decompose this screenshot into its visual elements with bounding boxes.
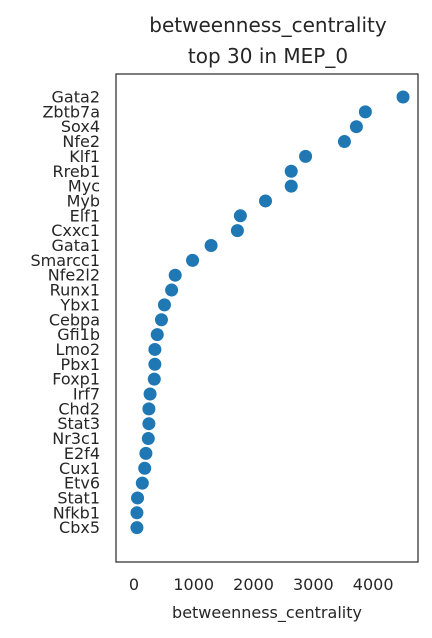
data-point — [150, 328, 164, 342]
y-tick-label: Cebpa — [49, 310, 100, 329]
data-point — [142, 402, 156, 416]
x-tick-label: 2000 — [233, 575, 274, 594]
data-point — [139, 446, 153, 460]
data-point — [148, 357, 162, 371]
y-tick-label: Sox4 — [61, 117, 100, 136]
y-tick-label: Nr3c1 — [52, 429, 100, 448]
x-tick-label: 3000 — [293, 575, 334, 594]
y-tick-label: Etv6 — [64, 474, 100, 493]
y-tick-label: Klf1 — [69, 147, 100, 166]
y-tick-label: Stat3 — [57, 414, 100, 433]
y-tick-label: Lmo2 — [56, 340, 100, 359]
y-tick-label: Cbx5 — [59, 518, 100, 537]
data-point — [233, 209, 247, 223]
data-point — [130, 506, 144, 520]
y-tick-label: Rreb1 — [52, 162, 100, 181]
data-point — [284, 179, 298, 193]
x-tick-label: 1000 — [173, 575, 214, 594]
chart-title-line-2: top 30 in MEP_0 — [188, 44, 348, 68]
data-point — [165, 283, 179, 297]
x-tick-label: 4000 — [353, 575, 394, 594]
y-tick-label: Nfe2 — [62, 132, 100, 151]
y-tick-label: Chd2 — [58, 399, 100, 418]
data-point — [131, 491, 145, 505]
data-point — [142, 417, 156, 431]
data-point — [141, 432, 155, 446]
y-tick-label: Cux1 — [59, 459, 100, 478]
y-axis-labels: Gata2Zbtb7aSox4Nfe2Klf1Rreb1MycMybElf1Cx… — [30, 88, 100, 538]
plot-frame — [115, 73, 419, 563]
y-tick-label: Elf1 — [70, 206, 100, 225]
y-tick-label: E2f4 — [64, 444, 100, 463]
data-point — [349, 120, 363, 134]
data-point — [204, 239, 218, 252]
data-point — [157, 298, 171, 312]
x-tick-label: 0 — [129, 575, 139, 594]
y-tick-label: Ybx1 — [59, 295, 100, 314]
y-tick-label: Smarcc1 — [30, 251, 100, 270]
y-tick-label: Runx1 — [50, 281, 100, 300]
data-points — [130, 90, 410, 535]
y-tick-label: Nfe2l2 — [48, 266, 100, 285]
y-tick-label: Irf7 — [73, 385, 100, 404]
data-point — [337, 135, 351, 149]
y-tick-label: Gata1 — [52, 236, 100, 255]
y-tick-label: Cxxc1 — [51, 221, 100, 240]
data-point — [168, 268, 182, 282]
data-point — [230, 224, 244, 238]
y-tick-label: Foxp1 — [52, 370, 100, 389]
y-tick-label: Stat1 — [57, 488, 100, 507]
data-point — [396, 90, 410, 104]
chart-title-line-1: betweenness_centrality — [149, 13, 387, 37]
data-point — [138, 461, 152, 475]
data-point — [259, 194, 273, 208]
y-tick-label: Zbtb7a — [42, 102, 100, 121]
data-point — [186, 253, 200, 267]
y-tick-label: Gfi1b — [57, 325, 100, 344]
y-tick-label: Gata2 — [52, 88, 100, 107]
data-point — [147, 372, 161, 386]
data-point — [130, 521, 144, 535]
data-point — [135, 476, 149, 490]
y-tick-label: Pbx1 — [61, 355, 100, 374]
y-tick-label: Myb — [67, 191, 100, 210]
data-point — [148, 342, 162, 356]
x-axis-label: betweenness_centrality — [172, 603, 362, 623]
x-axis-ticks: 0 1000 2000 3000 4000 — [129, 575, 394, 594]
y-tick-label: Myc — [68, 177, 100, 196]
y-tick-label: Nfkb1 — [53, 503, 100, 522]
data-point — [154, 313, 168, 327]
data-point — [358, 105, 372, 119]
data-point — [284, 164, 298, 178]
data-point — [143, 387, 157, 401]
data-point — [299, 149, 313, 163]
